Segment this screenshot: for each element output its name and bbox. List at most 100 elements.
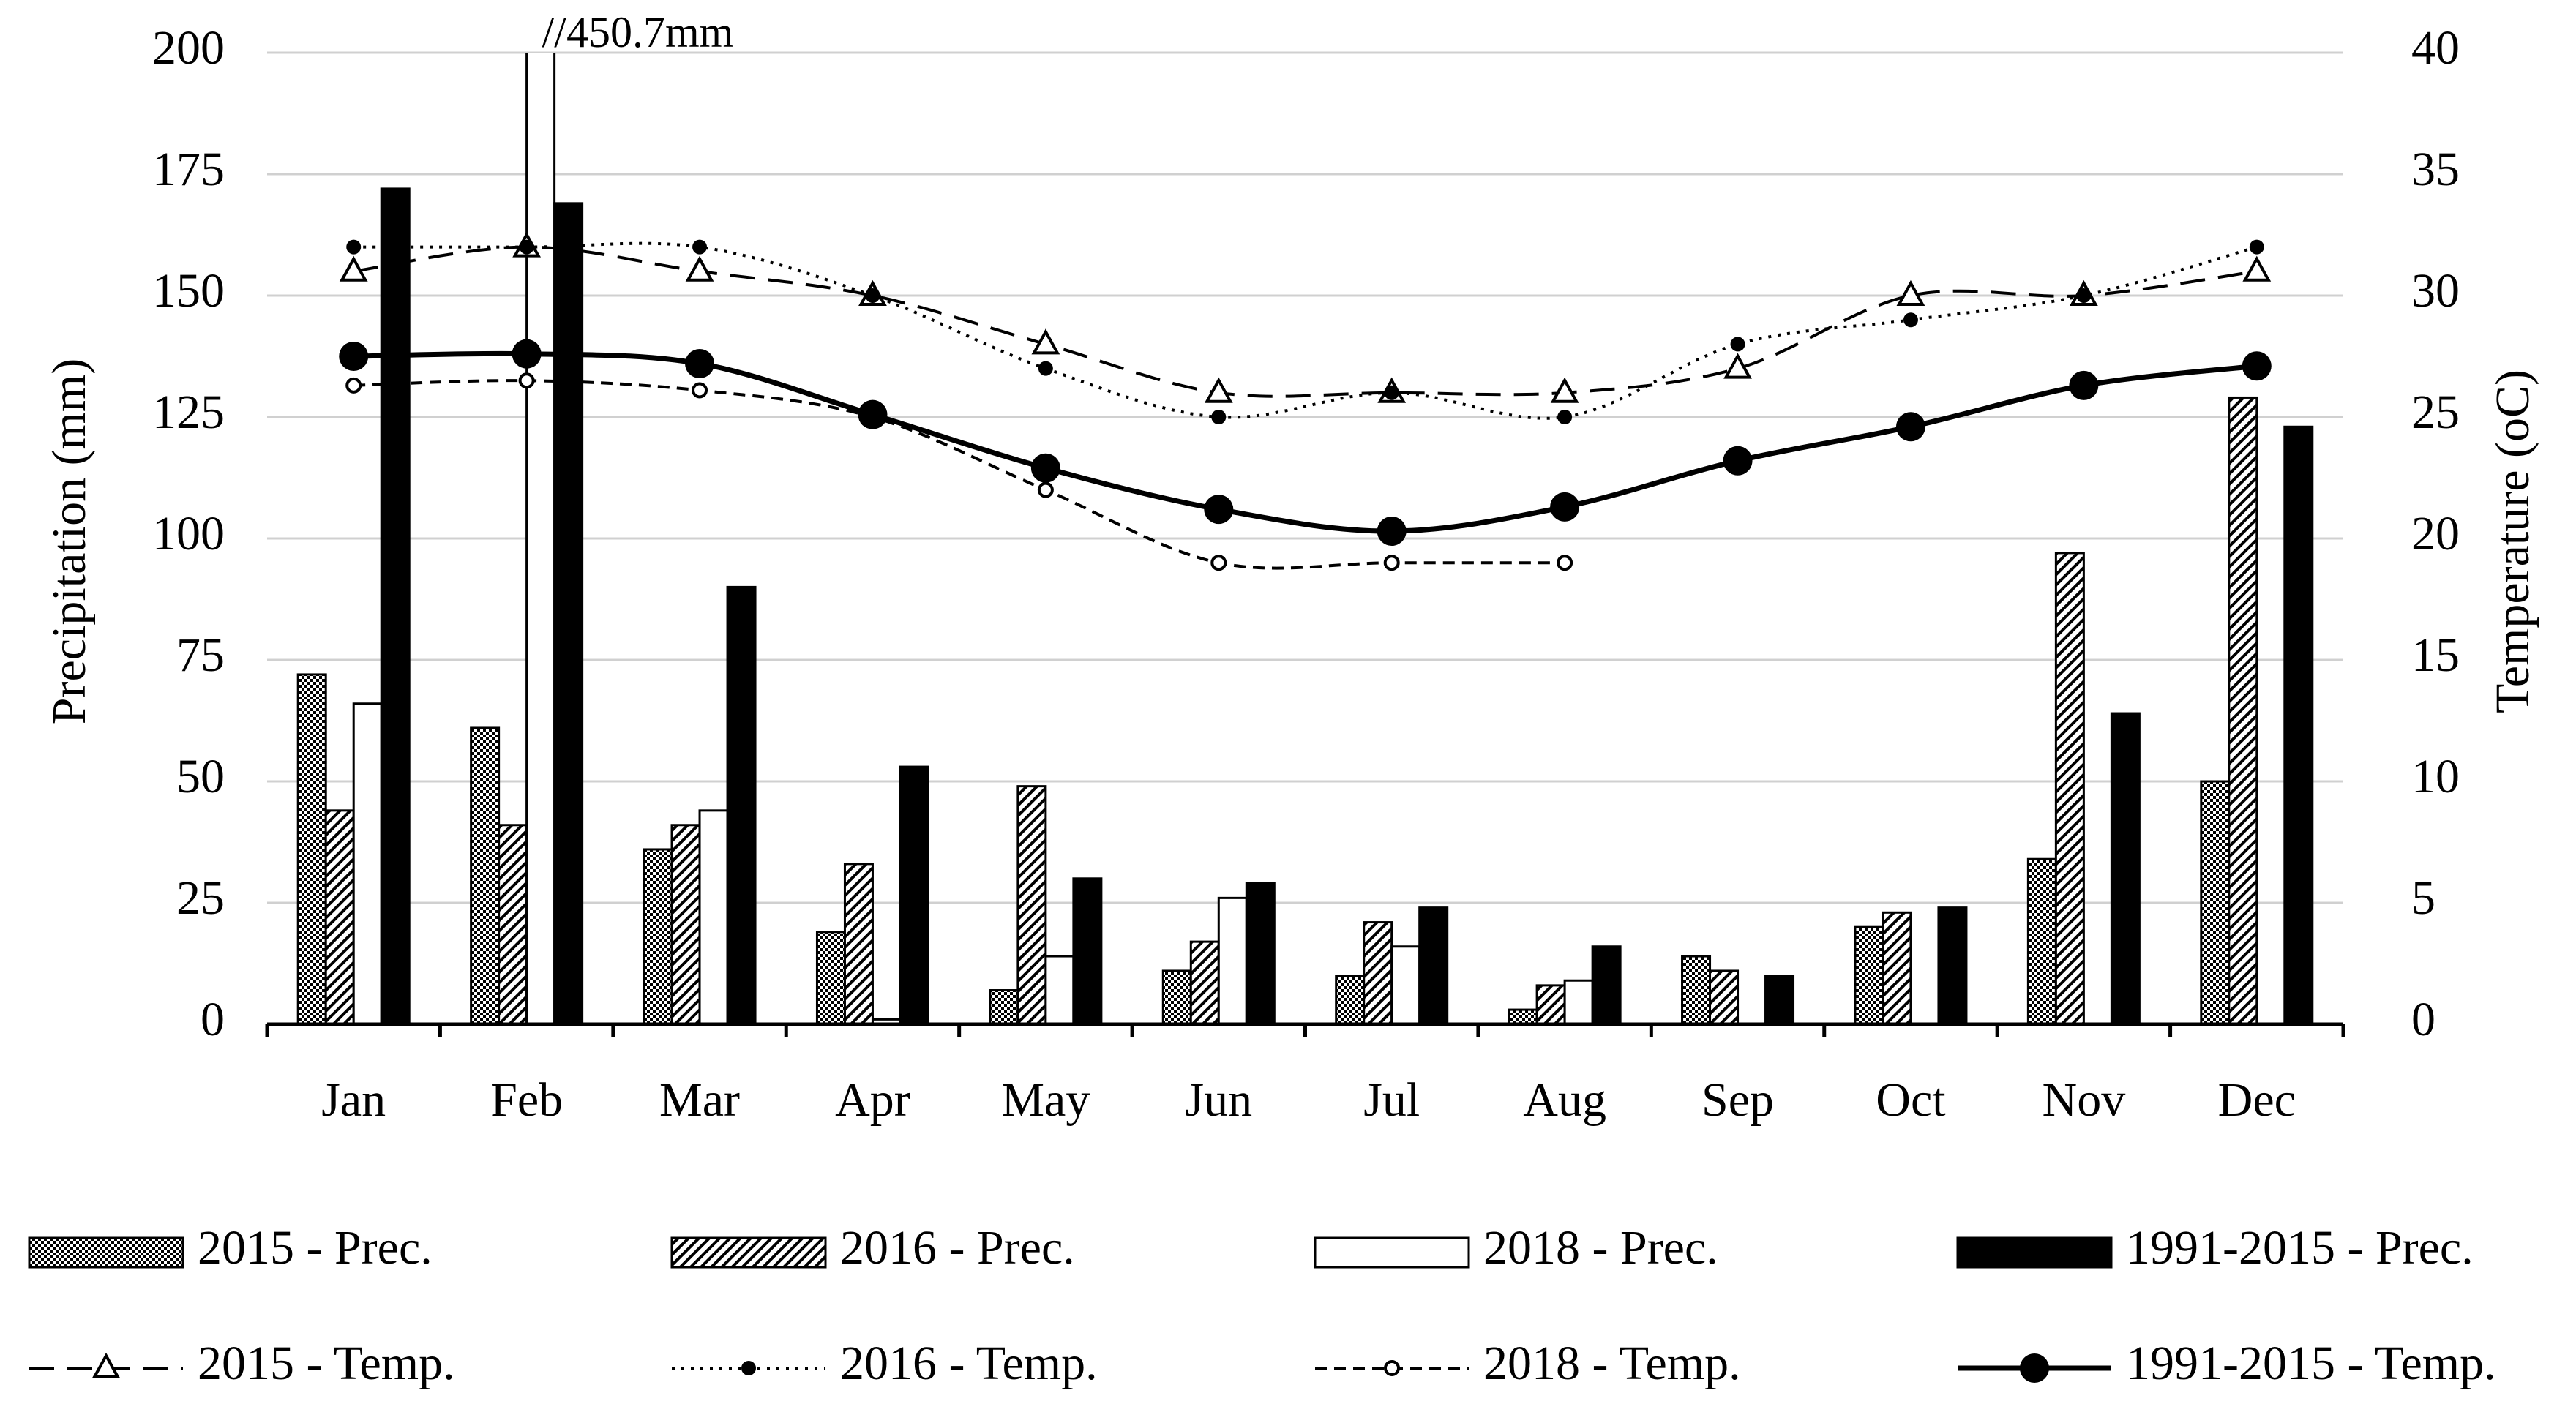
legend-label: 2018 - Temp. [1483,1337,1741,1390]
y-tick-label: 100 [152,507,225,560]
y2-tick-label: 30 [2411,264,2460,318]
bar [2026,857,2057,1026]
y2-tick-label: 10 [2411,750,2460,803]
bar [1161,969,1192,1026]
bar [1937,906,1968,1026]
x-tick-label: May [1001,1073,1090,1127]
line-marker [518,372,535,389]
bar [1591,945,1622,1026]
line-series [353,245,2258,398]
bar [726,585,757,1026]
legend-label: 2016 - Prec. [840,1221,1075,1274]
x-tick-label: Mar [659,1073,740,1127]
bar [352,702,383,1026]
line-marker [1730,337,1745,352]
line-series [353,379,1565,570]
line-marker [1204,495,1234,525]
line-marker [1038,361,1053,376]
line-marker [1723,446,1753,476]
bar [2110,712,2141,1026]
line-marker [2242,351,2272,381]
y2-tick-label: 25 [2411,386,2460,439]
bar [525,53,556,1026]
bar [2054,552,2085,1026]
line-marker [1557,410,1573,424]
line-marker [865,288,880,303]
x-tick-label: Dec [2218,1073,2296,1127]
bar [698,809,729,1026]
bar [1764,975,1795,1026]
y-tick-label: 200 [152,21,225,75]
y2-tick-label: 35 [2411,143,2460,196]
y2-axis-title: Temperature (oC) [2486,369,2539,713]
legend-label: 2018 - Prec. [1483,1221,1718,1274]
line-marker [1896,279,1925,306]
legend-item: 2016 - Prec. [670,1221,1075,1274]
y-tick-label: 50 [176,750,225,803]
line-marker [2242,255,2272,282]
bar [1189,940,1220,1026]
bar [296,673,327,1026]
bar [324,809,355,1026]
legend-label: 1991-2015 - Temp. [2126,1337,2496,1390]
line-marker [346,239,362,255]
line-marker [692,382,708,399]
legend-label: 2016 - Temp. [840,1337,1098,1390]
line-marker [1383,555,1400,571]
line-marker [1211,410,1227,424]
y2-tick-label: 40 [2411,21,2460,75]
bar [643,848,673,1026]
bar [380,187,411,1026]
legend-item: 2016 - Temp. [672,1337,1098,1390]
y-tick-label: 75 [176,628,225,682]
line-marker [1550,492,1580,522]
line-marker [1210,555,1227,571]
legend-item: 1991-2015 - Temp. [1958,1337,2496,1390]
bar [1335,975,1366,1026]
bar [1245,882,1276,1026]
legend-swatch [28,1236,184,1269]
line-marker [1557,555,1573,571]
x-tick-label: Jan [321,1073,386,1127]
x-tick-label: Nov [2043,1073,2126,1127]
line-marker [1895,412,1925,442]
x-tick-label: Jul [1363,1073,1420,1127]
bar [1563,979,1594,1026]
plot-area [296,53,2314,1026]
bar [1709,969,1740,1026]
y-tick-label: 0 [201,993,225,1046]
bar [1363,921,1393,1026]
line-marker [692,239,708,255]
x-tick-label: Jun [1185,1073,1252,1127]
bar [1854,925,1884,1026]
bar [2228,396,2258,1026]
bar [1681,955,1712,1026]
legend-marker [741,1361,756,1375]
x-tick-label: Oct [1876,1073,1945,1127]
x-tick-label: Feb [490,1073,563,1127]
y-tick-label: 150 [152,264,225,318]
bar [1016,785,1047,1026]
bar [470,726,501,1026]
bar [2200,780,2231,1026]
bar [1390,945,1421,1026]
legend-marker [2020,1353,2049,1383]
legend-swatch [670,1236,827,1269]
legend-item: 2018 - Prec. [1314,1221,1718,1274]
legend-label: 2015 - Temp. [198,1337,455,1390]
y-tick-label: 25 [176,871,225,925]
legend-label: 1991-2015 - Prec. [2126,1221,2474,1274]
bar [1508,1008,1538,1026]
y2-tick-label: 5 [2411,871,2435,925]
bar-value-label: //450.7mm [542,8,734,56]
line-marker [345,377,362,394]
bar [1217,896,1248,1026]
legend-item: 1991-2015 - Prec. [1956,1221,2474,1274]
line-marker [1030,453,1060,483]
bar [1882,911,1912,1026]
y2-tick-label: 20 [2411,507,2460,560]
legend-item: 2015 - Prec. [28,1221,433,1274]
bar [670,824,701,1026]
x-tick-label: Apr [835,1073,910,1127]
